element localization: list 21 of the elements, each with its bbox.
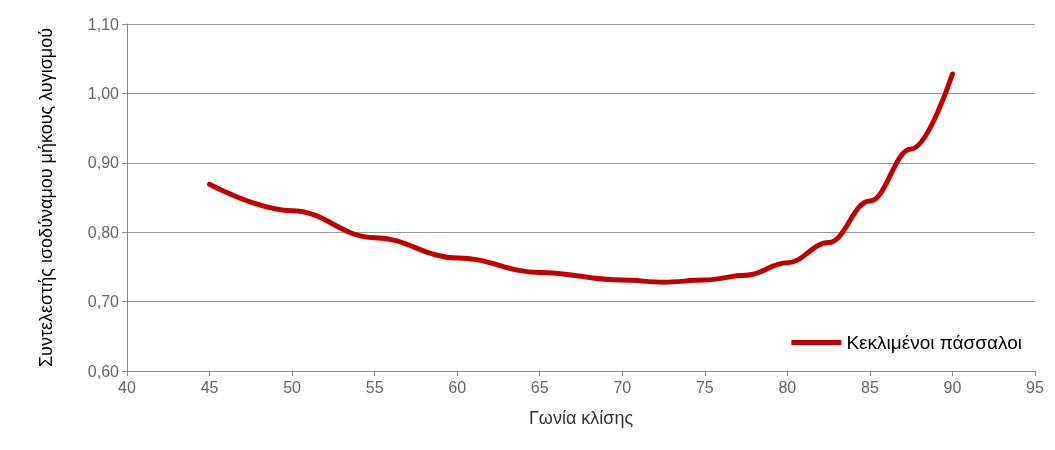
legend-label: Κεκλιμένοι πάσσαλοι (846, 332, 1023, 353)
x-tick-label: 95 (1026, 378, 1044, 396)
x-tick-label: 75 (695, 378, 714, 396)
y-tick-label: 0,70 (87, 293, 120, 311)
x-tick-label: 55 (365, 378, 384, 396)
x-tick-label: 65 (530, 378, 549, 396)
x-tick-label: 85 (861, 378, 879, 396)
x-axis-title: Γωνία κλίσης (528, 408, 634, 428)
y-tick-label: 1,10 (87, 15, 120, 33)
x-tick-label: 40 (118, 378, 136, 396)
y-tick-label: 0,80 (87, 223, 120, 241)
y-tick-label: 1,00 (87, 84, 120, 102)
x-tick-label: 45 (200, 378, 219, 396)
x-tick-label: 80 (778, 378, 797, 396)
x-tick-label: 70 (613, 378, 632, 396)
y-tick-label: 0,90 (87, 154, 120, 172)
y-tick-label: 0,60 (87, 362, 120, 380)
x-tick-label: 90 (943, 378, 962, 396)
y-axis-title: Συντελεστής ισοδύναμου μήκους λυγισμού (36, 27, 56, 368)
x-tick-label: 50 (283, 378, 302, 396)
x-tick-label: 60 (448, 378, 467, 396)
